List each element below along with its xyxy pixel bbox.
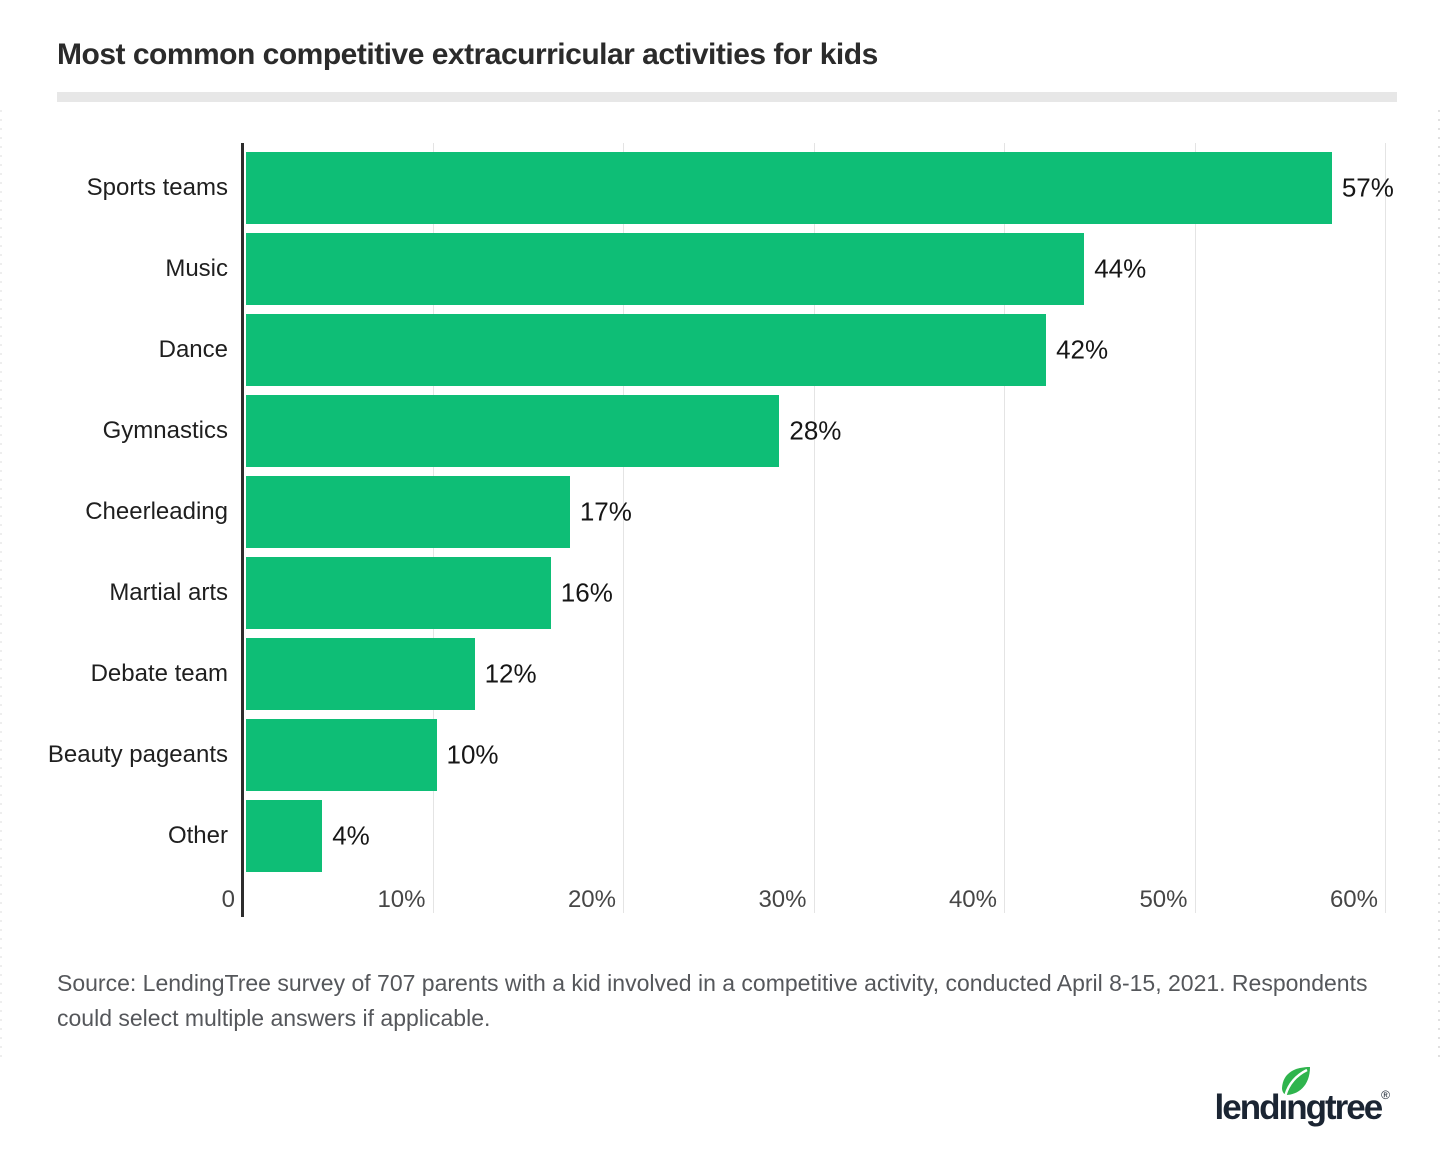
registered-mark: ® [1381, 1088, 1390, 1102]
bar: 4% [246, 800, 370, 872]
x-tick-label: 60% [1329, 886, 1378, 913]
gridline [1004, 143, 1005, 913]
leaf-icon [1281, 1067, 1310, 1096]
brand-logo: lendıngtree® [1214, 1067, 1391, 1138]
gridline [623, 143, 624, 913]
source-note: Source: LendingTree survey of 707 parent… [57, 970, 1368, 1031]
value-label: 42% [1056, 334, 1109, 365]
category-label: Beauty pageants [47, 741, 228, 768]
value-label: 57% [1341, 172, 1394, 203]
bar: 16% [246, 557, 613, 629]
x-tick-label: 0 [221, 886, 235, 913]
value-label: 4% [332, 820, 370, 851]
gridline [1194, 143, 1196, 913]
bar: 42% [246, 314, 1108, 386]
bar: 10% [246, 719, 499, 791]
category-label: Gymnastics [102, 417, 228, 444]
title-divider [57, 92, 1397, 102]
brand-wordmark: lendıngtree® [1214, 1088, 1391, 1127]
bar: 17% [246, 476, 632, 548]
plot-area: 0 10% 20% 30% 40% 50% 60% 57% 44% 42% 28% 17% 16% 12%… [222, 143, 1394, 917]
value-label: 16% [560, 577, 613, 608]
chart-left-edge [0, 110, 2, 1058]
page-title: Most common competitive extracurricular … [57, 38, 878, 71]
x-tick-label: 10% [377, 886, 426, 913]
y-axis-line [241, 143, 244, 917]
x-tick-label: 50% [1139, 886, 1188, 913]
value-label: 10% [446, 739, 499, 770]
value-label: 44% [1094, 253, 1147, 284]
chart-right-edge [1438, 110, 1440, 1058]
category-label: Music [165, 255, 228, 282]
value-label: 28% [789, 415, 842, 446]
bar: 28% [246, 395, 841, 467]
bar: 57% [246, 152, 1394, 224]
value-label: 17% [579, 496, 632, 527]
category-label: Martial arts [109, 579, 228, 606]
category-label: Debate team [90, 660, 228, 687]
category-label: Sports teams [86, 174, 228, 201]
value-label: 12% [484, 658, 537, 689]
gridline [813, 143, 815, 913]
bar-chart: 0 10% 20% 30% 40% 50% 60% 57% 44% 42% 28% 17% 16% 12%… [47, 143, 1394, 917]
category-label: Cheerleading [85, 498, 228, 525]
x-tick-label: 20% [567, 886, 616, 913]
x-tick-label: 30% [758, 886, 807, 913]
category-label: Dance [158, 336, 228, 363]
category-label: Other [167, 822, 228, 849]
gridline [1385, 143, 1386, 913]
x-tick-label: 40% [948, 886, 997, 913]
bar: 12% [246, 638, 537, 710]
bar: 44% [246, 233, 1146, 305]
